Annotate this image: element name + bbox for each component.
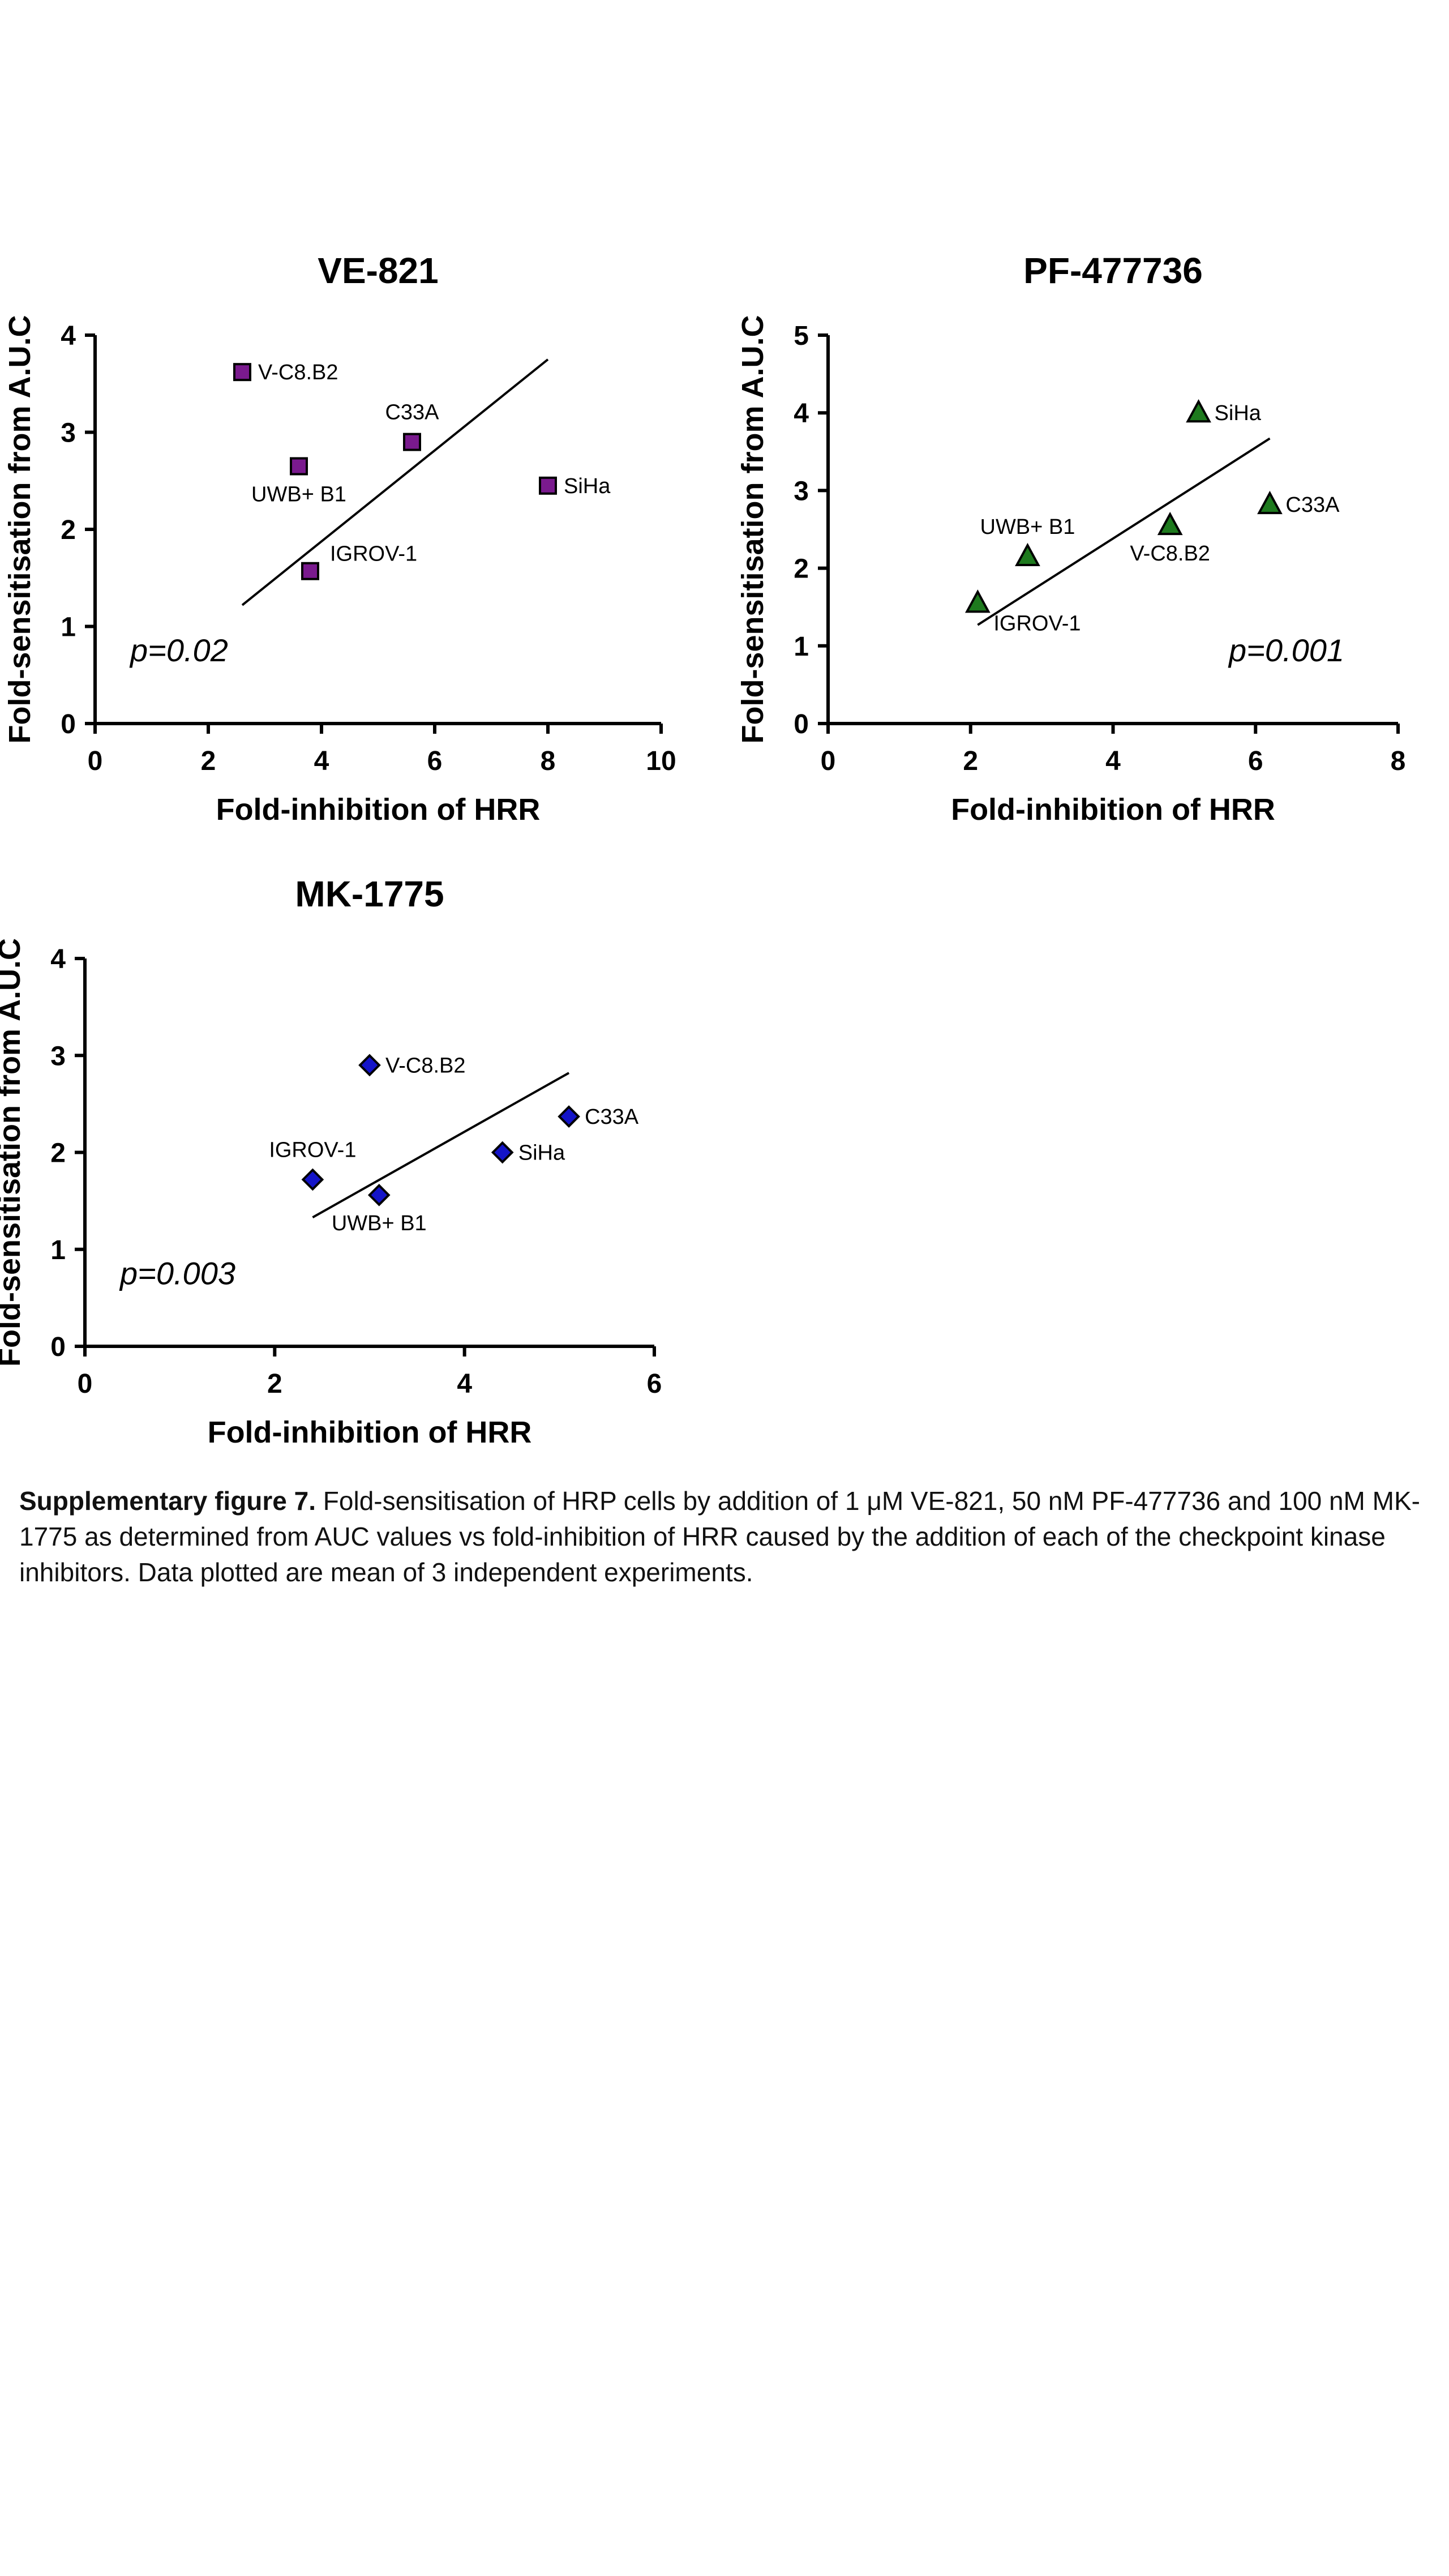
y-tick-label: 2 <box>50 1139 66 1169</box>
point-label: IGROV-1 <box>269 1138 356 1162</box>
point-label: SiHa <box>564 474 611 498</box>
data-point <box>964 589 991 613</box>
y-tick-label: 1 <box>61 613 76 643</box>
point-label: V-C8.B2 <box>1130 542 1210 566</box>
x-tick-label: 0 <box>821 746 836 776</box>
point-label: UWB+ B1 <box>251 483 346 507</box>
point-label: C33A <box>585 1105 639 1129</box>
chart-title: PF-477736 <box>1023 250 1203 291</box>
chart-panel: VE-821 0 2 4 6 8 10 0 1 2 3 4 Fold-inhibition of HRR… <box>3 250 676 827</box>
point-label: UWB+ B1 <box>332 1212 427 1235</box>
y-tick-label: 0 <box>61 709 76 739</box>
x-axis-label: Fold-inhibition of HRR <box>208 1415 532 1449</box>
data-point <box>1015 542 1040 567</box>
point-label: V-C8.B2 <box>258 361 338 384</box>
data-point <box>539 476 557 495</box>
regression-line <box>241 358 549 606</box>
point-label: UWB+ B1 <box>980 515 1075 539</box>
y-tick-label: 3 <box>794 476 809 506</box>
data-point <box>301 562 319 580</box>
point-label: C33A <box>385 401 439 425</box>
y-tick-label: 3 <box>50 1041 66 1071</box>
x-tick-label: 4 <box>457 1369 472 1399</box>
data-point <box>358 1054 381 1077</box>
point-label: V-C8.B2 <box>385 1054 466 1077</box>
data-point <box>1257 490 1283 515</box>
data-point <box>233 363 251 382</box>
caption-heading: Supplementary figure 7. <box>19 1486 316 1516</box>
x-axis-label: Fold-inhibition of HRR <box>951 793 1275 827</box>
x-tick-label: 4 <box>314 746 329 776</box>
x-tick-label: 6 <box>427 746 443 776</box>
y-axis-label: Fold-sensitisation from A.U.C <box>736 315 770 743</box>
x-tick-label: 8 <box>1391 746 1406 776</box>
data-point <box>1157 511 1183 536</box>
y-tick-label: 5 <box>794 321 809 351</box>
x-tick-label: 2 <box>201 746 216 776</box>
data-point <box>491 1141 514 1164</box>
x-tick-label: 0 <box>88 746 103 776</box>
regression-line <box>312 1072 570 1218</box>
x-tick-label: 4 <box>1105 746 1121 776</box>
data-point <box>403 433 421 451</box>
chart-panel: PF-477736 0 2 4 6 8 0 1 2 3 4 5 Fold-inhibition of H… <box>736 250 1405 827</box>
y-tick-label: 2 <box>61 515 76 545</box>
chart-title: VE-821 <box>318 250 438 291</box>
p-value-annotation: p=0.001 <box>1228 632 1344 668</box>
data-point <box>1186 399 1211 423</box>
data-point <box>301 1168 324 1191</box>
point-label: C33A <box>1285 493 1340 517</box>
y-tick-label: 1 <box>50 1235 66 1265</box>
regression-line <box>977 437 1271 626</box>
y-axis-label: Fold-sensitisation from A.U.C <box>0 938 27 1367</box>
caption-text: Fold-sensitisation of HRP cells by addit… <box>19 1486 1420 1587</box>
point-label: SiHa <box>518 1141 565 1165</box>
y-tick-label: 0 <box>794 709 809 739</box>
x-tick-label: 6 <box>1248 746 1263 776</box>
data-point <box>367 1184 391 1206</box>
y-tick-label: 4 <box>61 321 76 351</box>
y-tick-label: 3 <box>61 418 76 448</box>
point-label: SiHa <box>1215 401 1262 425</box>
point-label: IGROV-1 <box>993 611 1081 635</box>
y-tick-label: 2 <box>794 554 809 584</box>
chart-panel: MK-1775 0 2 4 6 0 1 2 3 4 Fold-inhibition of HRR Fo… <box>0 874 662 1449</box>
y-tick-label: 1 <box>794 632 809 662</box>
p-value-annotation: p=0.003 <box>119 1255 235 1291</box>
x-tick-label: 6 <box>647 1369 662 1399</box>
x-axis-label: Fold-inhibition of HRR <box>216 793 541 827</box>
figure-caption: Supplementary figure 7. Fold-sensitisati… <box>19 1483 1434 1590</box>
y-tick-label: 4 <box>794 399 809 429</box>
p-value-annotation: p=0.02 <box>129 632 228 668</box>
x-tick-label: 2 <box>963 746 978 776</box>
y-axis-label: Fold-sensitisation from A.U.C <box>3 315 37 743</box>
data-point <box>558 1105 580 1128</box>
x-tick-label: 10 <box>646 746 676 776</box>
data-point <box>290 457 308 476</box>
x-tick-label: 0 <box>78 1369 93 1399</box>
x-tick-label: 8 <box>541 746 556 776</box>
chart-title: MK-1775 <box>295 874 444 914</box>
y-tick-label: 0 <box>50 1332 66 1362</box>
point-label: IGROV-1 <box>330 542 417 566</box>
y-tick-label: 4 <box>50 944 66 974</box>
x-tick-label: 2 <box>267 1369 282 1399</box>
